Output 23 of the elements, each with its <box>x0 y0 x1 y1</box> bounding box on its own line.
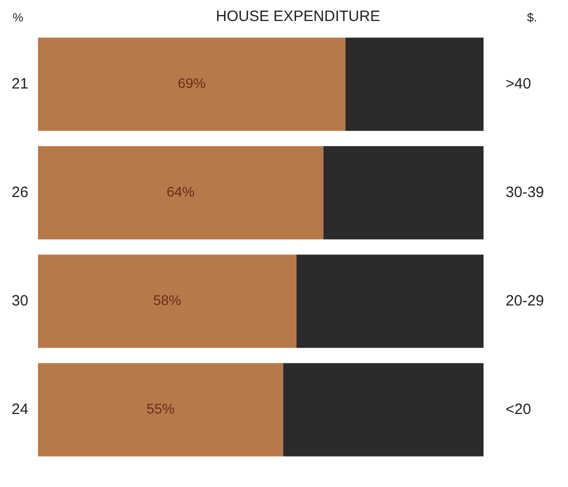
y-tick-label: <20 <box>506 400 532 418</box>
bar <box>38 363 284 456</box>
chart-title: HOUSE EXPENDITURE <box>216 8 380 26</box>
bar <box>345 38 484 131</box>
bar <box>296 254 484 348</box>
y-tick-label: 30-39 <box>506 184 544 201</box>
y-tick-label: 20-29 <box>506 292 544 310</box>
text: 24 <box>12 400 28 418</box>
bar <box>38 146 324 240</box>
bar <box>283 363 484 456</box>
text: 30 <box>12 292 28 310</box>
data-label: 64% <box>166 184 195 200</box>
data-label: 58% <box>153 292 182 308</box>
text: % <box>12 10 24 24</box>
text: $. <box>526 10 538 24</box>
text: 26 <box>12 184 28 201</box>
bar <box>38 38 346 131</box>
data-label: 69% <box>178 75 206 92</box>
text: 21 <box>12 75 28 92</box>
bar <box>323 146 484 240</box>
data-label: 55% <box>146 400 175 417</box>
bar <box>38 254 296 348</box>
y-tick-label: >40 <box>506 75 532 92</box>
